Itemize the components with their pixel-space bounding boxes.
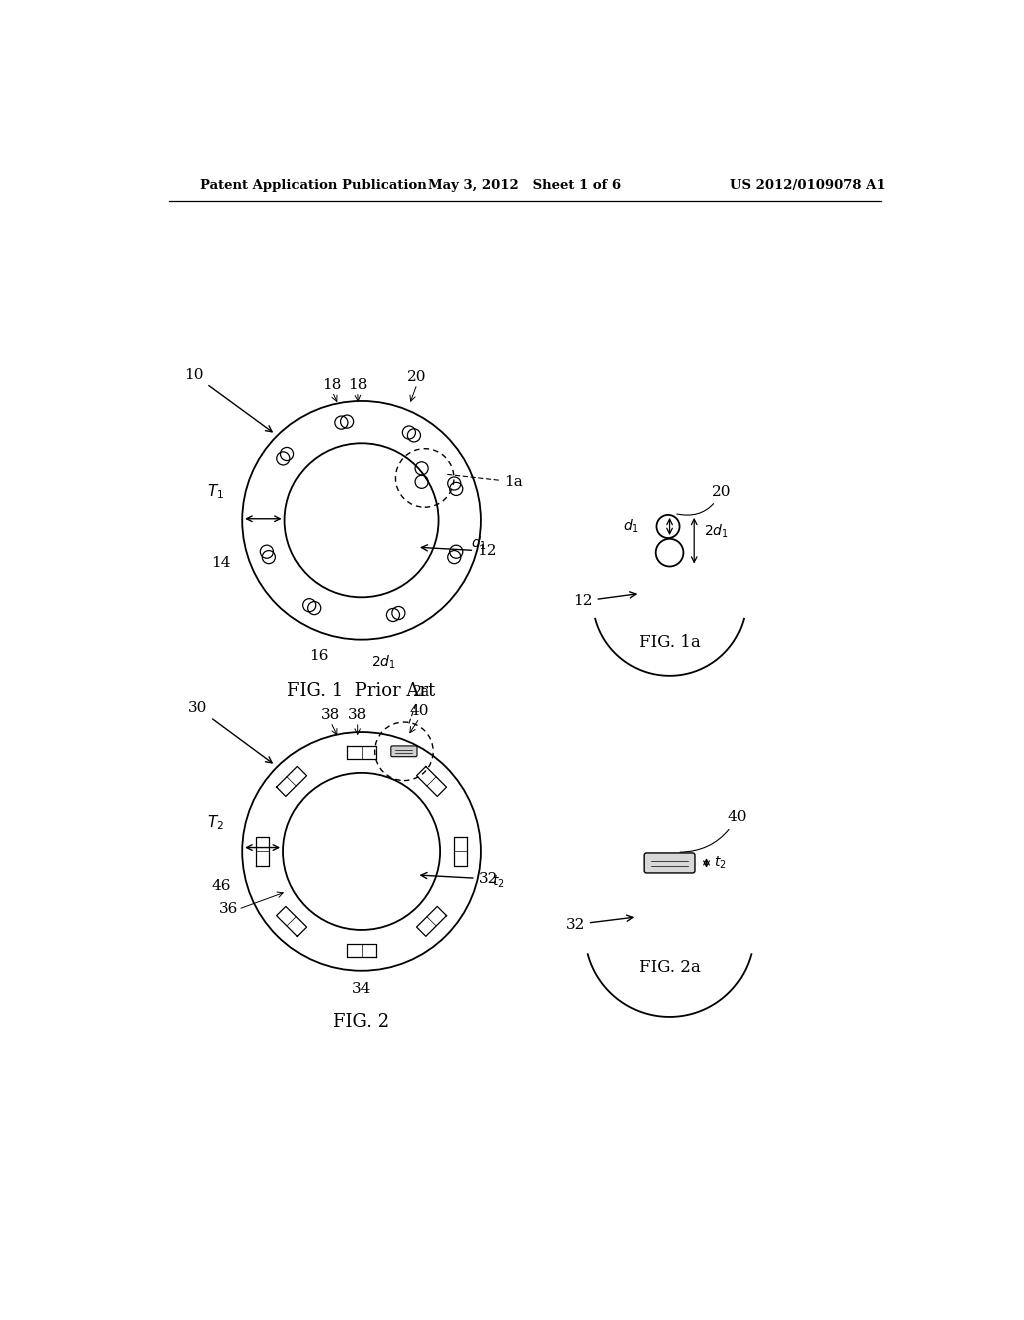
Text: 32: 32 xyxy=(565,915,633,932)
Text: $d_1$: $d_1$ xyxy=(623,517,639,535)
Text: US 2012/0109078 A1: US 2012/0109078 A1 xyxy=(729,178,885,191)
Text: 38: 38 xyxy=(348,708,368,722)
Text: 2a: 2a xyxy=(409,685,429,723)
Text: 40: 40 xyxy=(410,704,429,718)
Text: 1a: 1a xyxy=(447,474,523,488)
Text: 10: 10 xyxy=(184,368,272,432)
Text: FIG. 1  Prior Art: FIG. 1 Prior Art xyxy=(288,682,435,700)
Text: $t_2$: $t_2$ xyxy=(714,855,727,871)
Text: $T_1$: $T_1$ xyxy=(207,482,224,502)
Text: 32: 32 xyxy=(421,873,498,886)
Text: May 3, 2012   Sheet 1 of 6: May 3, 2012 Sheet 1 of 6 xyxy=(428,178,622,191)
Text: $2d_1$: $2d_1$ xyxy=(371,653,395,671)
Text: FIG. 2: FIG. 2 xyxy=(334,1014,389,1031)
FancyBboxPatch shape xyxy=(391,746,417,756)
Text: $d_1$: $d_1$ xyxy=(470,535,486,552)
Text: 30: 30 xyxy=(188,701,272,763)
Text: $T_2$: $T_2$ xyxy=(207,813,224,832)
Text: 16: 16 xyxy=(309,649,329,663)
Text: 12: 12 xyxy=(573,591,636,609)
Text: $t_2$: $t_2$ xyxy=(493,874,505,891)
Text: 36: 36 xyxy=(219,902,239,916)
Text: 38: 38 xyxy=(322,708,340,722)
Text: 34: 34 xyxy=(352,982,372,997)
Text: 12: 12 xyxy=(421,544,497,558)
Text: $2d_1$: $2d_1$ xyxy=(705,523,729,540)
Text: 14: 14 xyxy=(211,556,230,570)
Text: 20: 20 xyxy=(677,484,731,515)
Text: 40: 40 xyxy=(680,810,746,853)
Text: 18: 18 xyxy=(323,378,342,392)
Text: 20: 20 xyxy=(408,370,427,384)
FancyBboxPatch shape xyxy=(644,853,695,873)
Text: FIG. 2a: FIG. 2a xyxy=(639,960,700,977)
Text: FIG. 1a: FIG. 1a xyxy=(639,635,700,651)
Text: Patent Application Publication: Patent Application Publication xyxy=(200,178,427,191)
Text: 46: 46 xyxy=(211,879,230,894)
Text: 18: 18 xyxy=(348,378,368,392)
